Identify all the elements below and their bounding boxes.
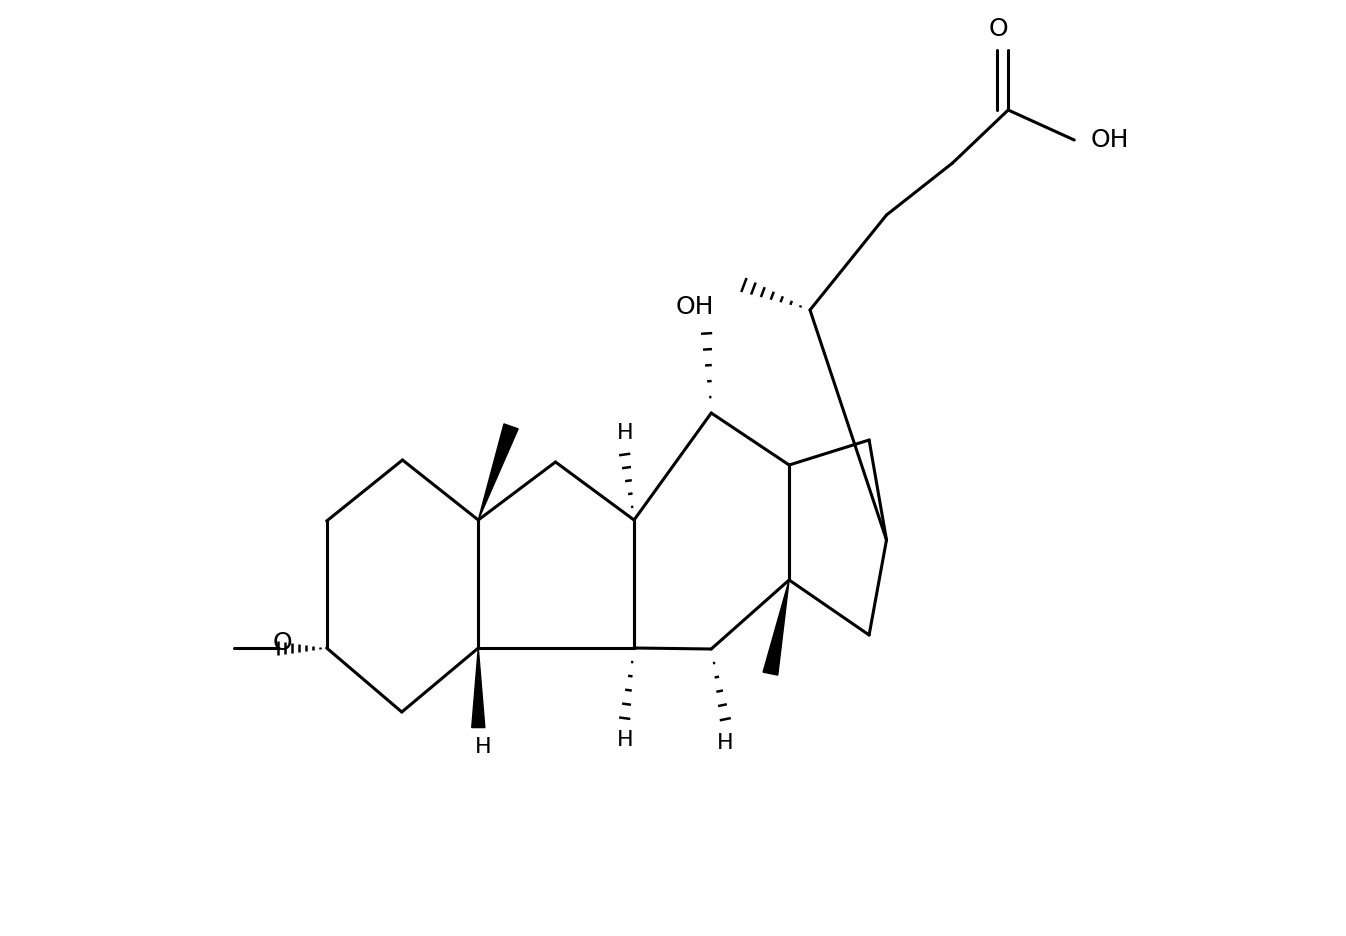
Polygon shape [763, 580, 789, 675]
Text: H: H [717, 733, 734, 753]
Polygon shape [478, 424, 518, 520]
Text: O: O [989, 17, 1008, 40]
Text: H: H [475, 737, 491, 757]
Text: H: H [616, 730, 633, 751]
Text: O: O [273, 631, 292, 655]
Polygon shape [471, 648, 485, 727]
Text: OH: OH [676, 296, 713, 319]
Text: OH: OH [1092, 128, 1129, 152]
Text: H: H [616, 423, 633, 444]
